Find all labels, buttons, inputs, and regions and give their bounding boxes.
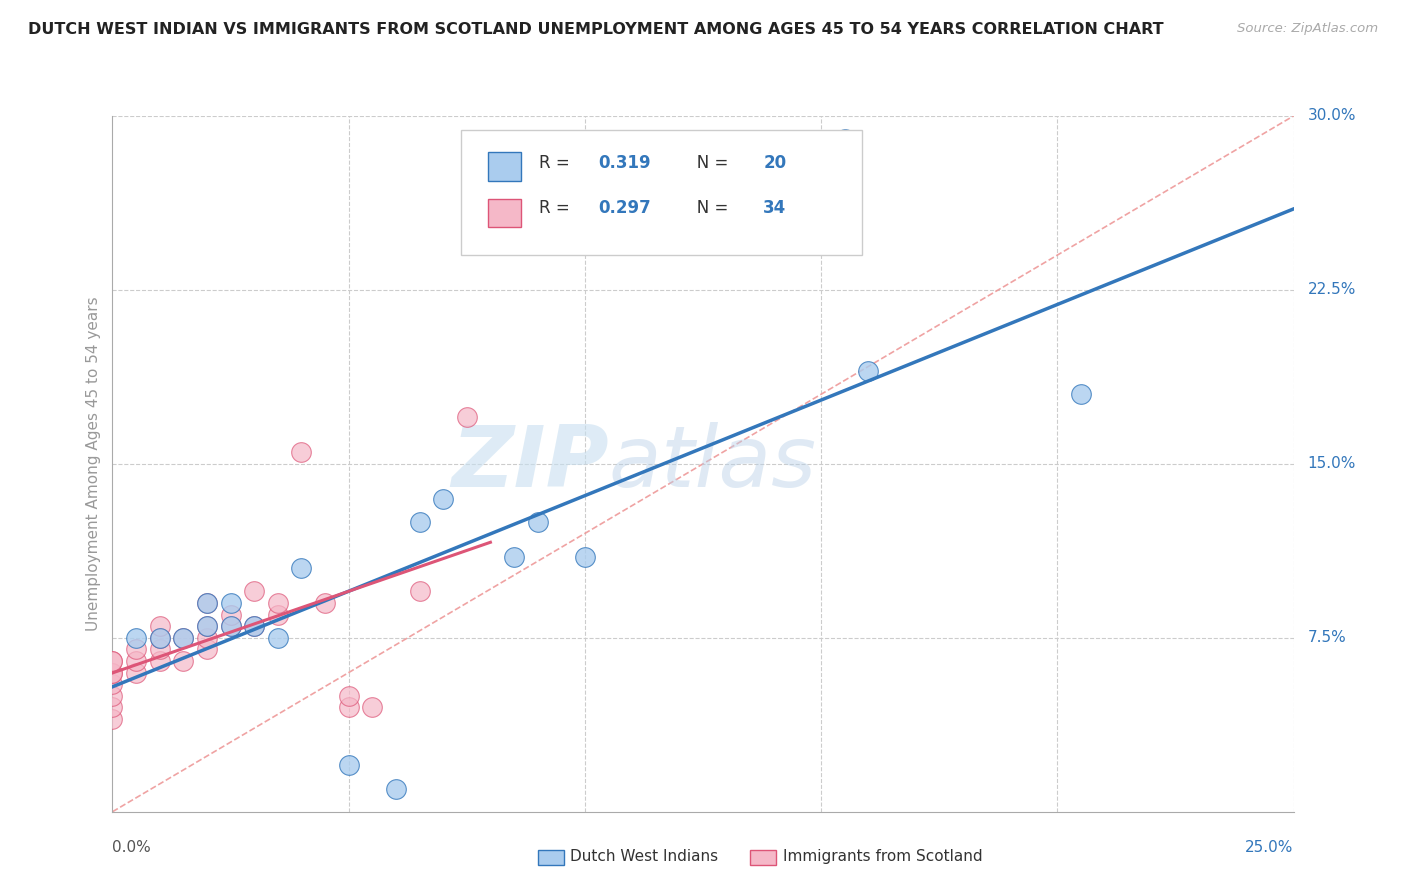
Text: 0.297: 0.297 xyxy=(598,200,651,218)
Text: N =: N = xyxy=(681,153,733,171)
Point xyxy=(149,642,172,657)
Point xyxy=(172,654,194,668)
Text: ZIP: ZIP xyxy=(451,422,609,506)
Point xyxy=(172,631,194,645)
Text: N =: N = xyxy=(681,200,733,218)
Text: R =: R = xyxy=(538,153,575,171)
Text: 22.5%: 22.5% xyxy=(1308,283,1355,297)
Point xyxy=(195,596,218,610)
Point xyxy=(1070,387,1092,401)
Point xyxy=(267,596,290,610)
Point xyxy=(834,132,856,146)
Text: 15.0%: 15.0% xyxy=(1308,457,1355,471)
Text: Dutch West Indians: Dutch West Indians xyxy=(569,849,717,864)
Point xyxy=(149,631,172,645)
Point xyxy=(125,631,148,645)
Text: 25.0%: 25.0% xyxy=(1246,839,1294,855)
Point xyxy=(149,619,172,633)
Point xyxy=(219,596,242,610)
Point xyxy=(290,445,312,459)
Point xyxy=(858,364,880,378)
Point xyxy=(219,607,242,622)
Point xyxy=(149,631,172,645)
Point xyxy=(195,619,218,633)
Point xyxy=(361,700,384,714)
Point xyxy=(243,584,266,599)
Bar xyxy=(537,850,564,865)
Point xyxy=(267,607,290,622)
Point xyxy=(195,631,218,645)
Point xyxy=(385,781,408,796)
Text: 0.0%: 0.0% xyxy=(112,839,152,855)
Bar xyxy=(488,199,522,227)
Text: DUTCH WEST INDIAN VS IMMIGRANTS FROM SCOTLAND UNEMPLOYMENT AMONG AGES 45 TO 54 Y: DUTCH WEST INDIAN VS IMMIGRANTS FROM SCO… xyxy=(28,22,1164,37)
Point xyxy=(101,677,124,691)
Point xyxy=(314,596,336,610)
Point xyxy=(195,642,218,657)
Point xyxy=(101,689,124,703)
Text: 0.319: 0.319 xyxy=(598,153,651,171)
Point xyxy=(101,700,124,714)
Point xyxy=(243,619,266,633)
Point xyxy=(101,665,124,680)
Text: 20: 20 xyxy=(763,153,786,171)
Point xyxy=(243,619,266,633)
Point xyxy=(219,619,242,633)
Point xyxy=(290,561,312,575)
Point xyxy=(432,491,454,506)
Bar xyxy=(488,152,522,181)
Point xyxy=(408,584,430,599)
Point xyxy=(101,654,124,668)
Point xyxy=(101,654,124,668)
Text: atlas: atlas xyxy=(609,422,817,506)
Y-axis label: Unemployment Among Ages 45 to 54 years: Unemployment Among Ages 45 to 54 years xyxy=(86,296,101,632)
Point xyxy=(526,515,548,529)
Bar xyxy=(751,850,776,865)
Point xyxy=(574,549,596,564)
Text: Immigrants from Scotland: Immigrants from Scotland xyxy=(783,849,983,864)
Point xyxy=(337,700,360,714)
FancyBboxPatch shape xyxy=(461,130,862,255)
Point xyxy=(195,596,218,610)
Point xyxy=(337,689,360,703)
Point xyxy=(267,631,290,645)
Point xyxy=(125,665,148,680)
Text: 30.0%: 30.0% xyxy=(1308,109,1357,123)
Point xyxy=(195,619,218,633)
Point xyxy=(172,631,194,645)
Point xyxy=(219,619,242,633)
Point xyxy=(503,549,526,564)
Point xyxy=(408,515,430,529)
Point xyxy=(456,410,478,425)
Text: 7.5%: 7.5% xyxy=(1308,631,1347,645)
Text: R =: R = xyxy=(538,200,575,218)
Point xyxy=(149,654,172,668)
Text: Source: ZipAtlas.com: Source: ZipAtlas.com xyxy=(1237,22,1378,36)
Point xyxy=(125,654,148,668)
Point xyxy=(101,712,124,726)
Text: 34: 34 xyxy=(763,200,786,218)
Point xyxy=(125,642,148,657)
Point xyxy=(337,758,360,772)
Point xyxy=(101,665,124,680)
